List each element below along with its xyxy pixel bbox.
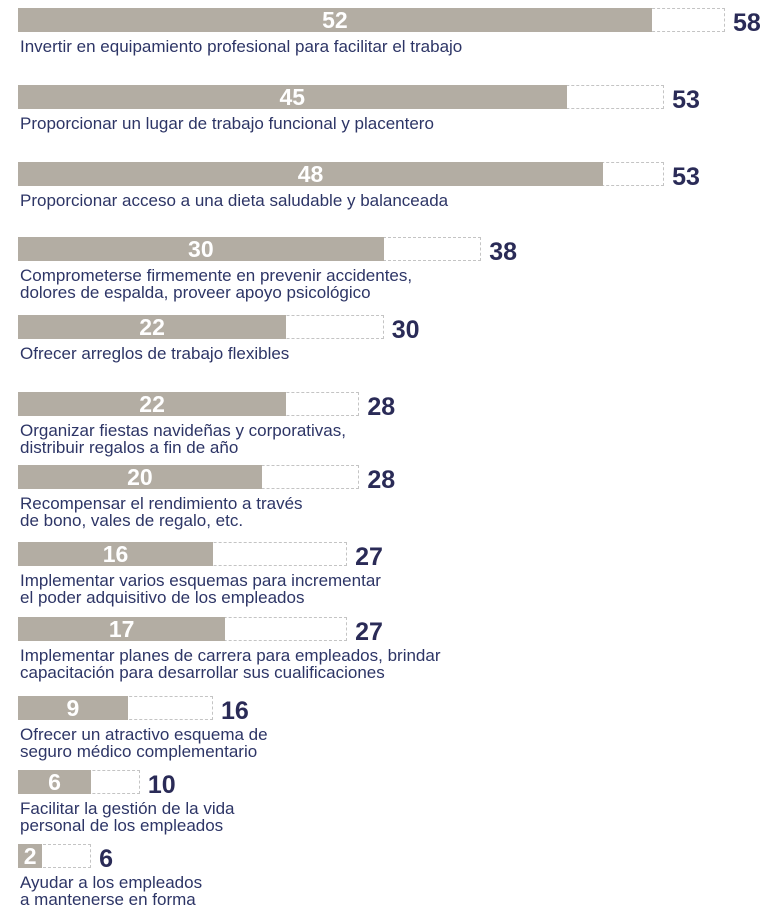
category-label: Ayudar a los empleados a mantenerse en f… [20, 873, 203, 909]
bar-value-label: 17 [108, 616, 135, 642]
bar-value-label: 30 [188, 236, 214, 262]
bar [18, 465, 262, 489]
bar-value-label: 52 [322, 7, 348, 33]
bar-value-label: 22 [139, 314, 165, 340]
category-label: Implementar varios esquemas para increme… [20, 571, 381, 607]
total-value-label: 28 [367, 393, 396, 421]
category-label: Recompensar el rendimiento a través de b… [20, 494, 303, 530]
bar [18, 8, 652, 32]
category-label: Invertir en equipamiento profesional par… [20, 37, 463, 56]
bar-value-label: 6 [48, 769, 61, 795]
category-label: Proporcionar acceso a una dieta saludabl… [20, 191, 449, 210]
bar-value-label: 2 [23, 843, 37, 869]
category-label: Comprometerse firmemente en prevenir acc… [20, 266, 413, 302]
category-label: Facilitar la gestión de la vida personal… [20, 799, 235, 835]
total-value-label: 16 [221, 697, 249, 725]
bar-value-label: 45 [279, 84, 306, 110]
bar-value-label: 22 [139, 391, 165, 417]
bar [18, 770, 92, 794]
total-value-label: 53 [672, 163, 700, 191]
bar [18, 844, 43, 868]
bar-value-label: 9 [66, 695, 80, 721]
total-value-label: 38 [489, 238, 518, 266]
total-value-label: 6 [99, 845, 114, 873]
bar [18, 696, 128, 720]
bar [18, 85, 567, 109]
category-label: Organizar fiestas navideñas y corporativ… [20, 421, 346, 457]
bar [18, 542, 214, 566]
category-label: Ofrecer arreglos de trabajo flexibles [20, 344, 290, 363]
bar [18, 162, 604, 186]
total-value-label: 53 [672, 86, 700, 114]
bar-value-label: 16 [102, 541, 129, 567]
total-value-label: 27 [355, 618, 383, 646]
category-label: Ofrecer un atractivo esquema de seguro m… [20, 725, 268, 761]
bar [18, 237, 384, 261]
bar [18, 392, 287, 416]
bar [18, 617, 226, 641]
bar-value-label: 20 [127, 464, 153, 490]
category-label: Proporcionar un lugar de trabajo funcion… [20, 114, 434, 133]
total-value-label: 28 [367, 466, 396, 494]
total-value-label: 30 [391, 316, 420, 344]
total-value-label: 10 [147, 771, 176, 799]
bar-value-label: 48 [297, 161, 324, 187]
category-label: Implementar planes de carrera para emple… [20, 646, 441, 682]
total-value-label: 27 [355, 543, 383, 571]
total-value-label: 58 [733, 9, 761, 37]
bar [18, 315, 287, 339]
